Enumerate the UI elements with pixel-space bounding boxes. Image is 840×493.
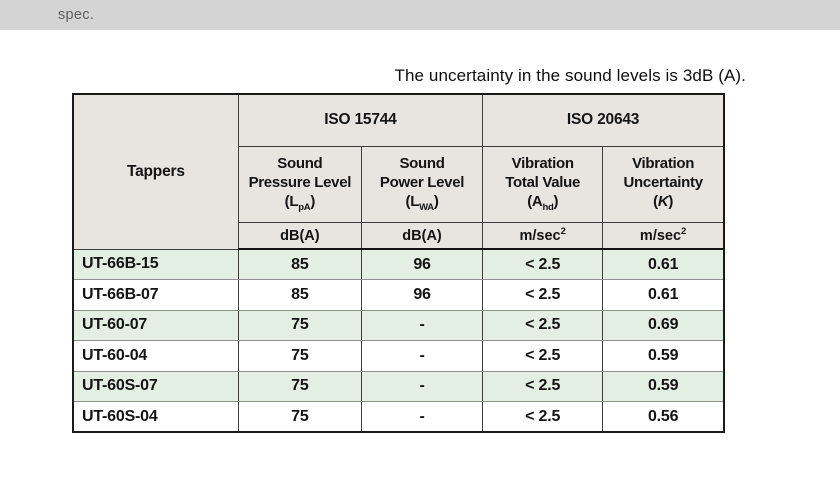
header-line: Sound xyxy=(399,154,445,172)
vibration-total-value-header: Vibration Total Value (Ahd) xyxy=(482,145,604,223)
vibration-cell: < 2.5 xyxy=(482,309,604,341)
table-row: UT-60S-04 75 - < 2.5 0.56 xyxy=(72,401,725,433)
table-row: UT-66B-07 85 96 < 2.5 0.61 xyxy=(72,279,725,311)
top-bar: spec. xyxy=(0,0,840,30)
uncertainty-cell: 0.56 xyxy=(602,401,725,433)
vibration-cell: < 2.5 xyxy=(482,248,604,280)
swl-cell: - xyxy=(360,340,484,372)
spl-cell: 85 xyxy=(237,279,362,311)
uncertainty-cell: 0.61 xyxy=(602,248,725,280)
page-content: The uncertainty in the sound levels is 3… xyxy=(0,30,840,433)
model-cell: UT-60-07 xyxy=(72,309,239,341)
swl-cell: 96 xyxy=(360,279,484,311)
swl-cell: - xyxy=(360,309,484,341)
vibration-cell: < 2.5 xyxy=(482,401,604,433)
spl-cell: 75 xyxy=(237,370,362,402)
table-row: UT-66B-15 85 96 < 2.5 0.61 xyxy=(72,248,725,280)
sound-pressure-level-header: Sound Pressure Level (LpA) xyxy=(237,145,362,223)
measure-header-row: Sound Pressure Level (LpA) Sound Power L… xyxy=(73,145,725,223)
uncertainty-cell: 0.69 xyxy=(602,309,725,341)
header-line: Vibration xyxy=(632,154,695,172)
spl-cell: 75 xyxy=(237,309,362,341)
spl-cell: 75 xyxy=(237,401,362,433)
uncertainty-cell: 0.61 xyxy=(602,279,725,311)
spl-cell: 85 xyxy=(237,248,362,280)
vibration-cell: < 2.5 xyxy=(482,370,604,402)
swl-cell: - xyxy=(360,401,484,433)
spec-tab-label[interactable]: spec. xyxy=(58,7,95,23)
tappers-column-header: Tappers xyxy=(72,93,239,250)
unit-vibration-total: m/sec2 xyxy=(482,221,604,250)
vibration-cell: < 2.5 xyxy=(482,279,604,311)
model-cell: UT-66B-07 xyxy=(72,279,239,311)
symbol-k: (K) xyxy=(653,193,674,211)
swl-cell: - xyxy=(360,370,484,402)
model-cell: UT-60-04 xyxy=(72,340,239,372)
model-cell: UT-66B-15 xyxy=(72,248,239,280)
unit-sound-power: dB(A) xyxy=(360,221,484,250)
header-line: Total Value xyxy=(505,173,581,191)
table-row: UT-60S-07 75 - < 2.5 0.59 xyxy=(72,370,725,402)
model-cell: UT-60S-04 xyxy=(72,401,239,433)
header-line: Vibration xyxy=(511,154,574,172)
uncertainty-cell: 0.59 xyxy=(602,370,725,402)
sound-power-level-header: Sound Power Level (LWA) xyxy=(360,145,484,223)
symbol-ahd: (Ahd) xyxy=(527,193,559,214)
table-row: UT-60-04 75 - < 2.5 0.59 xyxy=(72,340,725,372)
units-row: dB(A) dB(A) m/sec2 m/sec2 xyxy=(73,221,725,250)
iso-20643-group-header: ISO 20643 xyxy=(482,93,725,147)
header-line: Pressure Level xyxy=(248,173,352,191)
model-cell: UT-60S-07 xyxy=(72,370,239,402)
spec-table: Tappers ISO 15744 ISO 20643 Sound Pressu… xyxy=(72,93,725,433)
iso-15744-group-header: ISO 15744 xyxy=(237,93,484,147)
spl-cell: 75 xyxy=(237,340,362,372)
header-line: Sound xyxy=(277,154,323,172)
header-line: Power Level xyxy=(379,173,465,191)
table-row: UT-60-07 75 - < 2.5 0.69 xyxy=(72,309,725,341)
symbol-lpa: (LpA) xyxy=(284,193,316,214)
symbol-lwa: (LWA) xyxy=(405,193,439,214)
unit-sound-pressure: dB(A) xyxy=(237,221,362,250)
swl-cell: 96 xyxy=(360,248,484,280)
header-line: Uncertainty xyxy=(623,173,704,191)
unit-vibration-uncertainty: m/sec2 xyxy=(602,221,725,250)
uncertainty-cell: 0.59 xyxy=(602,340,725,372)
vibration-uncertainty-header: Vibration Uncertainty (K) xyxy=(602,145,725,223)
standards-header-row: Tappers ISO 15744 ISO 20643 xyxy=(72,93,725,250)
vibration-cell: < 2.5 xyxy=(482,340,604,372)
table-caption: The uncertainty in the sound levels is 3… xyxy=(394,66,746,85)
